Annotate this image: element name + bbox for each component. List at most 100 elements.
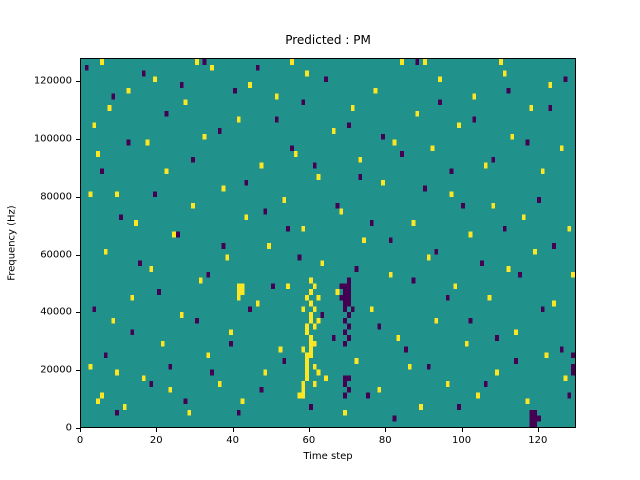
y-tick-mark — [76, 81, 80, 83]
heatmap-cell — [301, 306, 306, 312]
heatmap-cell — [559, 145, 564, 151]
heatmap-cell — [191, 156, 195, 163]
heatmap-cell — [434, 317, 439, 324]
heatmap-cell — [343, 381, 347, 387]
heatmap-cell — [426, 254, 431, 261]
x-tick-label: 60 — [302, 435, 316, 446]
heatmap-cell — [271, 283, 275, 289]
heatmap-cell — [544, 352, 549, 358]
heatmap-cell — [297, 392, 302, 399]
heatmap-cell — [343, 300, 347, 307]
heatmap-cell — [305, 294, 309, 301]
y-tick-label: 100000 — [33, 133, 72, 145]
heatmap-cell — [502, 70, 507, 77]
y-tick-mark — [76, 428, 80, 429]
heatmap-cell — [468, 231, 473, 238]
heatmap-cell — [195, 59, 199, 65]
heatmap-cell — [130, 329, 135, 335]
heatmap-cell — [100, 59, 104, 65]
heatmap-cell — [423, 59, 427, 65]
heatmap-cell — [350, 105, 355, 111]
heatmap-cell — [176, 231, 180, 238]
heatmap-cell — [537, 197, 541, 203]
heatmap-cell — [274, 116, 279, 123]
heatmap-cell — [533, 415, 537, 422]
heatmap-cell — [506, 266, 511, 272]
heatmap-cell — [533, 421, 537, 427]
x-tick-mark — [308, 428, 310, 432]
heatmap-cell — [362, 237, 366, 243]
heatmap-cell — [506, 87, 511, 94]
x-tick-mark — [385, 428, 387, 432]
heatmap-cell — [347, 289, 351, 295]
heatmap-cell — [396, 335, 401, 341]
y-tick-mark — [76, 196, 80, 198]
heatmap-cell — [259, 162, 264, 169]
heatmap-cell — [312, 306, 317, 312]
heatmap-cell — [483, 162, 488, 169]
heatmap-cell — [236, 116, 241, 123]
x-tick-label: 120 — [528, 435, 548, 446]
y-tick-label: 120000 — [33, 75, 72, 87]
heatmap-cell — [468, 317, 473, 324]
heatmap-cell — [533, 409, 537, 416]
heatmap-cell — [267, 243, 271, 249]
heatmap-cell — [179, 82, 184, 88]
heatmap-cell — [111, 317, 116, 324]
heatmap-cell — [149, 266, 154, 272]
heatmap-cell — [198, 277, 203, 284]
heatmap-cell — [316, 369, 321, 376]
heatmap-cell — [369, 306, 374, 312]
heatmap-cell — [537, 415, 541, 422]
heatmap-cell — [160, 340, 165, 347]
heatmap-cell — [457, 122, 461, 128]
heatmap-cell — [388, 237, 393, 243]
heatmap-cell — [502, 225, 507, 232]
heatmap-cell — [130, 294, 135, 301]
heatmap-cell — [343, 392, 347, 399]
heatmap-cell — [100, 168, 104, 174]
heatmap-cell — [358, 156, 363, 163]
heatmap-cell — [491, 156, 496, 163]
heatmap-cell — [392, 139, 397, 146]
heatmap-cell — [495, 335, 499, 341]
heatmap-cell — [263, 208, 268, 215]
heatmap-cell — [525, 398, 530, 404]
heatmap-cell — [347, 375, 351, 381]
heatmap-cell — [540, 168, 545, 174]
heatmap-cell — [366, 392, 370, 399]
heatmap-cell — [309, 335, 313, 341]
heatmap-cell — [423, 185, 427, 192]
heatmap-cell — [96, 151, 100, 157]
heatmap-cell — [240, 283, 245, 289]
heatmap-cell — [263, 369, 268, 376]
heatmap-cell — [312, 323, 317, 330]
heatmap-cell — [195, 317, 199, 324]
heatmap-cell — [305, 375, 309, 381]
heatmap-cell — [491, 202, 496, 209]
heatmap-cell — [259, 386, 264, 393]
heatmap-cell — [115, 191, 119, 197]
heatmap-cell — [347, 312, 351, 318]
heatmap-cell — [305, 323, 309, 330]
heatmap-cell — [134, 220, 138, 226]
heatmap-cell — [312, 381, 317, 387]
heatmap-cell — [400, 151, 404, 157]
heatmap-cell — [430, 145, 435, 151]
heatmap-cell — [381, 179, 385, 186]
y-axis-label: Frequency (Hz) — [6, 205, 18, 281]
heatmap-cell — [305, 70, 309, 77]
heatmap-cell — [100, 392, 104, 399]
heatmap-cell — [343, 409, 347, 416]
heatmap-cell — [347, 277, 351, 284]
heatmap-cell — [301, 392, 306, 399]
heatmap-cell — [206, 271, 211, 278]
heatmap-cell — [552, 300, 556, 307]
heatmap-cell — [559, 346, 564, 353]
heatmap-cell — [210, 64, 214, 71]
heatmap-cell — [301, 381, 306, 387]
heatmap-cell — [419, 404, 423, 410]
y-tick-label: 40000 — [40, 306, 72, 318]
heatmap-cell — [445, 294, 450, 301]
